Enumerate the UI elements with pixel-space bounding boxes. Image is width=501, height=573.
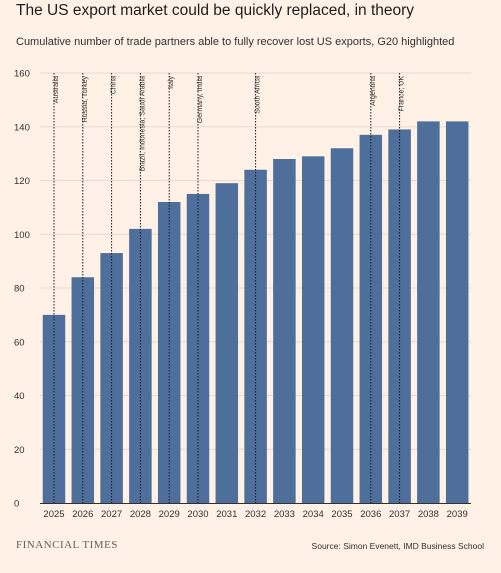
x-tick-label: 2030 <box>187 509 208 520</box>
y-tick-label: 20 <box>14 445 25 456</box>
bar-2032 <box>244 169 267 503</box>
x-tick-label: 2039 <box>447 509 468 520</box>
bar-2031 <box>215 183 239 503</box>
y-tick-label: 160 <box>14 69 30 80</box>
ft-logo: FINANCIAL TIMES <box>16 539 118 551</box>
y-tick-label: 80 <box>14 284 25 295</box>
x-tick-label: 2032 <box>245 509 266 520</box>
bar-2027 <box>100 253 123 503</box>
x-tick-label: 2036 <box>360 509 381 520</box>
source-note: Source: Simon Evenett, IMD Business Scho… <box>311 541 484 551</box>
x-tick-label: 2035 <box>331 509 352 520</box>
g20-marker-label: Germany, India <box>197 76 204 123</box>
x-tick-label: 2029 <box>159 509 180 520</box>
chart-subtitle: Cumulative number of trade partners able… <box>16 36 455 48</box>
bar-2034 <box>301 156 325 503</box>
x-tick-label: 2037 <box>389 509 410 520</box>
bar-2030 <box>186 193 210 503</box>
y-tick-label: 40 <box>14 391 25 402</box>
y-tick-label: 120 <box>14 176 30 187</box>
y-tick-label: 100 <box>14 230 30 241</box>
chart-title: The US export market could be quickly re… <box>16 2 415 19</box>
bar-2038 <box>417 121 440 503</box>
y-tick-label: 140 <box>14 122 30 133</box>
g20-marker-label: France, UK <box>399 76 406 112</box>
g20-marker-label: Italy <box>168 76 175 89</box>
y-tick-label: 60 <box>14 337 25 348</box>
y-tick-label: 0 <box>14 499 19 510</box>
g20-marker-label: South Africa <box>255 76 262 114</box>
g20-marker-label: Brazil, Indonesia, Saudi Arabia <box>139 76 146 171</box>
x-tick-label: 2033 <box>274 509 295 520</box>
x-tick-label: 2038 <box>418 509 439 520</box>
x-tick-label: 2027 <box>101 509 122 520</box>
bar-2039 <box>445 121 469 503</box>
x-tick-label: 2031 <box>216 509 237 520</box>
bar-2036 <box>359 134 383 503</box>
g20-marker-label: China <box>111 76 118 94</box>
x-tick-label: 2028 <box>130 509 151 520</box>
g20-marker-label: Russia, Turkey <box>82 76 89 123</box>
x-tick-label: 2025 <box>43 509 64 520</box>
g20-marker-label: Argentina <box>370 76 377 106</box>
bar-2025 <box>42 314 66 503</box>
bar-2033 <box>273 159 296 503</box>
x-tick-label: 2026 <box>72 509 93 520</box>
bar-2026 <box>71 277 95 503</box>
bar-2035 <box>330 148 354 503</box>
x-tick-label: 2034 <box>303 509 324 520</box>
bar-2028 <box>129 228 152 503</box>
g20-marker-label: Australia <box>53 76 60 103</box>
